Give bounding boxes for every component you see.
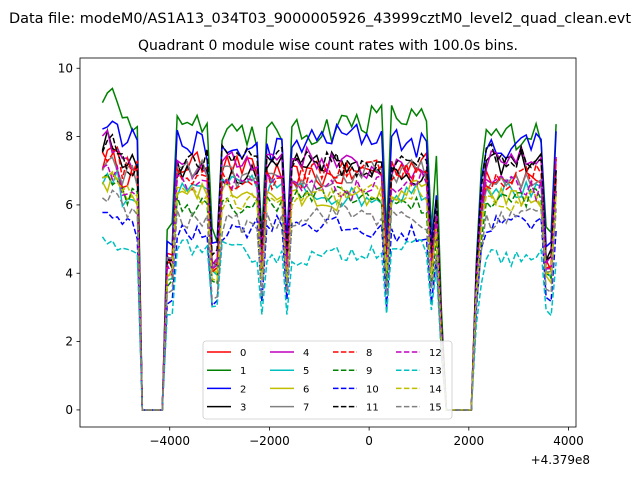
axes-frame — [79, 57, 577, 428]
legend-label-3: 3 — [240, 403, 246, 414]
series-line-12 — [102, 163, 557, 411]
x-tick-label: 2000 — [454, 434, 485, 448]
legend-label-13: 13 — [429, 366, 442, 377]
series-line-13 — [101, 236, 557, 411]
legend-label-8: 8 — [366, 348, 372, 359]
legend-label-5: 5 — [303, 366, 309, 377]
x-tick-label: 0 — [365, 434, 373, 448]
chart-title: Quadrant 0 module wise count rates with … — [138, 38, 518, 54]
y-tick-label: 0 — [65, 403, 73, 417]
series-line-14 — [102, 170, 557, 411]
legend-label-10: 10 — [366, 384, 379, 395]
y-tick-label: 10 — [58, 61, 73, 75]
legend-label-6: 6 — [303, 384, 309, 395]
x-tick-label: −2000 — [249, 434, 290, 448]
plot-area: −4000 −2000 0 2000 4000+4.379e80246810012345… — [58, 57, 590, 467]
y-tick-label: 4 — [65, 266, 73, 280]
legend-label-4: 4 — [303, 348, 309, 359]
legend-label-1: 1 — [240, 366, 246, 377]
series-lines — [101, 87, 557, 411]
y-tick-label: 8 — [65, 130, 73, 144]
x-offset-label: +4.379e8 — [531, 453, 590, 467]
figure-suptitle: Data file: modeM0/AS1A13_034T03_90000059… — [9, 11, 631, 27]
y-tick-label: 2 — [65, 335, 73, 349]
legend-box — [202, 340, 453, 420]
x-tick-label: 4000 — [553, 434, 584, 448]
legend-label-15: 15 — [429, 403, 442, 414]
legend-label-0: 0 — [240, 348, 246, 359]
legend-label-12: 12 — [429, 348, 442, 359]
legend-label-14: 14 — [429, 384, 442, 395]
legend-label-11: 11 — [366, 403, 379, 414]
series-line-15 — [101, 189, 557, 411]
y-tick-label: 6 — [65, 198, 73, 212]
legend-label-9: 9 — [366, 366, 372, 377]
x-tick-label: −4000 — [149, 434, 190, 448]
legend-label-2: 2 — [240, 384, 246, 395]
legend-label-7: 7 — [303, 403, 309, 414]
